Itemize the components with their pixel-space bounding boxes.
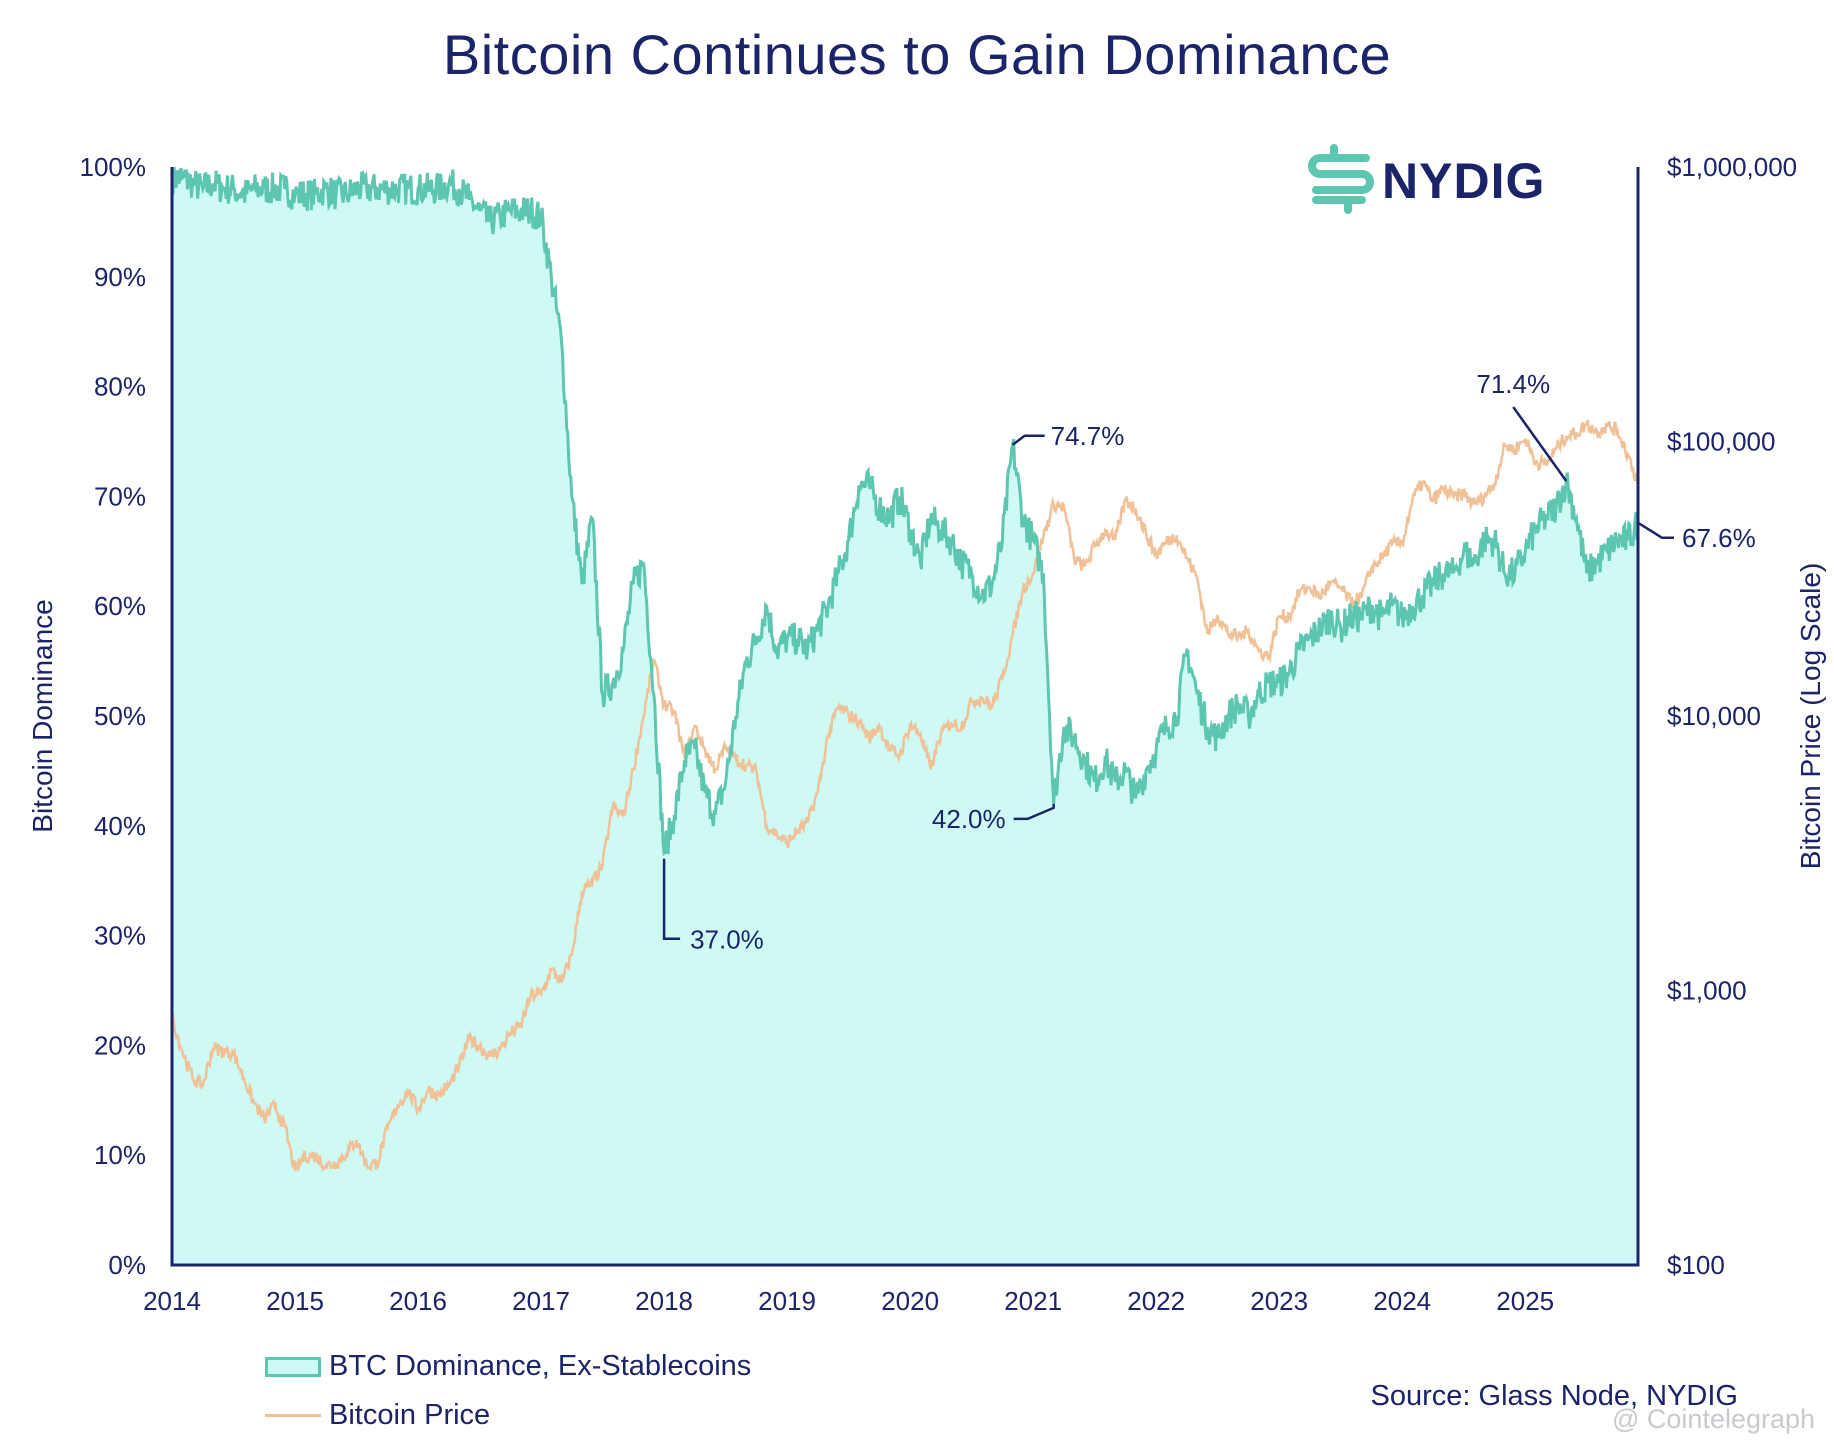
left-tick-label: 80% xyxy=(94,372,146,402)
axes-group: 0% 10% 20% 30% 40% 50% 60% 70% 80% 90% 100% $100 $1,… xyxy=(27,152,1826,1316)
legend-label-dominance: BTC Dominance, Ex-Stablecoins xyxy=(329,1350,752,1382)
x-tick-label: 2016 xyxy=(389,1286,447,1316)
legend-swatch-price xyxy=(265,1414,321,1417)
x-tick-label: 2025 xyxy=(1496,1286,1554,1316)
cointelegraph-watermark: @ Cointelegraph xyxy=(1612,1404,1816,1434)
annotation-label: 67.6% xyxy=(1682,523,1756,553)
dominance-area-group xyxy=(172,167,1638,1265)
x-tick-label: 2021 xyxy=(1004,1286,1062,1316)
right-tick-label: $100 xyxy=(1667,1250,1725,1280)
left-tick-label: 20% xyxy=(94,1030,146,1060)
axis-frame xyxy=(170,167,1640,1267)
left-tick-label: 100% xyxy=(80,152,147,182)
x-tick-label: 2024 xyxy=(1373,1286,1431,1316)
nydig-logo-text: NYDIG xyxy=(1382,153,1546,209)
annotations-group: 37.0% 74.7% 42.0% 71.4% 67.6% xyxy=(662,369,1756,955)
legend-swatch-dominance xyxy=(265,1356,321,1377)
left-tick-label: 50% xyxy=(94,701,146,731)
x-tick-label: 2019 xyxy=(758,1286,816,1316)
annotation-label: 74.7% xyxy=(1051,421,1125,451)
x-tick-label: 2022 xyxy=(1127,1286,1185,1316)
legend-label-price: Bitcoin Price xyxy=(329,1399,491,1431)
right-tick-label: $1,000,000 xyxy=(1667,152,1797,182)
right-tick-label: $1,000 xyxy=(1667,976,1747,1006)
annotation-leader xyxy=(662,858,681,940)
left-tick-label: 90% xyxy=(94,262,146,292)
x-tick-label: 2014 xyxy=(143,1286,201,1316)
nydig-logo-icon xyxy=(1308,144,1374,214)
right-axis-title: Bitcoin Price (Log Scale) xyxy=(1795,563,1826,870)
annotation-leader xyxy=(1512,406,1568,482)
left-tick-label: 70% xyxy=(94,481,146,511)
price-line xyxy=(170,419,1640,1173)
annotation-leader xyxy=(1013,803,1055,821)
dominance-line xyxy=(170,166,1640,856)
x-tick-label: 2020 xyxy=(881,1286,939,1316)
nydig-logo: NYDIG xyxy=(1308,144,1548,214)
legend-item-price: Bitcoin Price xyxy=(265,1399,490,1432)
left-tick-label: 0% xyxy=(108,1250,146,1280)
annotation-leader xyxy=(1637,521,1674,540)
chart-title: Bitcoin Continues to Gain Dominance xyxy=(442,23,1392,86)
legend-item-dominance: BTC Dominance, Ex-Stablecoins xyxy=(265,1350,751,1383)
dominance-area xyxy=(172,167,1638,1265)
right-tick-label: $10,000 xyxy=(1667,701,1761,731)
source-note: Source: Glass Node, NYDIG xyxy=(1370,1380,1738,1412)
x-tick-label: 2023 xyxy=(1250,1286,1308,1316)
x-tick-label: 2015 xyxy=(266,1286,324,1316)
annotation-leader xyxy=(1011,434,1045,446)
annotation-label: 71.4% xyxy=(1476,369,1550,399)
annotation-label: 37.0% xyxy=(690,925,764,955)
right-tick-label: $100,000 xyxy=(1667,427,1775,457)
left-tick-label: 30% xyxy=(94,921,146,951)
x-tick-label: 2017 xyxy=(512,1286,570,1316)
annotation-label: 42.0% xyxy=(932,804,1006,834)
left-axis-title: Bitcoin Dominance xyxy=(27,599,58,832)
x-tick-label: 2018 xyxy=(635,1286,693,1316)
price-line-group xyxy=(170,419,1640,1173)
dominance-line-group xyxy=(170,166,1640,856)
left-tick-label: 10% xyxy=(94,1140,146,1170)
left-tick-label: 60% xyxy=(94,591,146,621)
left-tick-label: 40% xyxy=(94,811,146,841)
